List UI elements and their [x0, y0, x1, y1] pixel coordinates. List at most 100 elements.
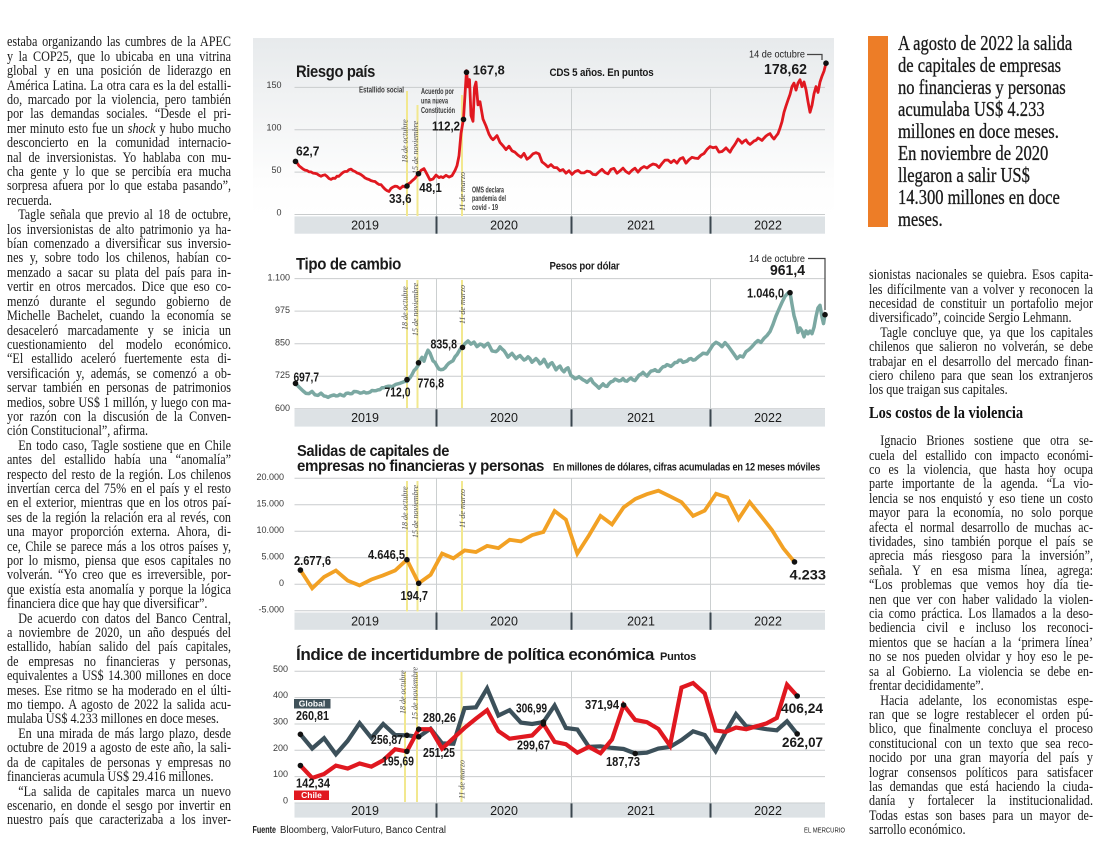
svg-text:Índice de incertidumbre de pol: Índice de incertidumbre de política econ… — [296, 645, 655, 664]
svg-text:14 de octubre: 14 de octubre — [749, 49, 805, 61]
svg-text:256,87: 256,87 — [371, 732, 403, 747]
svg-text:167,8: 167,8 — [473, 63, 505, 78]
svg-text:2020: 2020 — [490, 218, 518, 232]
svg-text:5.000: 5.000 — [261, 551, 284, 561]
svg-text:194,7: 194,7 — [401, 588, 429, 603]
svg-text:pandemia del: pandemia del — [472, 194, 506, 203]
svg-text:Salidas de capitales de: Salidas de capitales de — [297, 443, 450, 460]
svg-text:280,26: 280,26 — [423, 710, 456, 725]
svg-text:En millones de dólares, cifras: En millones de dólares, cifras acumulada… — [553, 462, 820, 474]
svg-text:306,99: 306,99 — [516, 701, 547, 716]
svg-text:Chile: Chile — [301, 790, 322, 800]
svg-text:15 de noviembre: 15 de noviembre — [411, 485, 420, 538]
svg-text:10.000: 10.000 — [256, 525, 284, 535]
svg-text:18 de octubre: 18 de octubre — [399, 670, 408, 714]
svg-text:776,8: 776,8 — [418, 376, 445, 391]
svg-text:299,67: 299,67 — [517, 738, 550, 753]
svg-text:4.233: 4.233 — [790, 567, 827, 583]
svg-text:Fuente: Fuente — [253, 825, 277, 836]
svg-text:EL MERCURIO: EL MERCURIO — [804, 826, 845, 835]
svg-text:Puntos: Puntos — [660, 651, 696, 663]
svg-text:62,7: 62,7 — [296, 144, 320, 159]
svg-text:Estallido social: Estallido social — [359, 86, 404, 95]
svg-text:2021: 2021 — [627, 804, 655, 818]
svg-text:0: 0 — [283, 796, 288, 806]
svg-text:2020: 2020 — [490, 804, 518, 818]
svg-text:2021: 2021 — [627, 218, 655, 232]
svg-text:406,24: 406,24 — [781, 700, 823, 716]
svg-text:100: 100 — [266, 123, 281, 133]
svg-text:500: 500 — [273, 664, 288, 674]
svg-text:251,25: 251,25 — [423, 745, 455, 760]
svg-text:20.000: 20.000 — [256, 472, 284, 482]
svg-text:2019: 2019 — [351, 614, 379, 628]
svg-text:18 de octubre: 18 de octubre — [401, 119, 410, 163]
svg-text:Bloomberg, ValorFuturo, Banco: Bloomberg, ValorFuturo, Banco Central — [280, 825, 446, 836]
svg-text:142,34: 142,34 — [296, 776, 331, 791]
svg-text:0: 0 — [279, 578, 284, 588]
svg-text:una nueva: una nueva — [421, 97, 448, 106]
svg-text:Constitución: Constitución — [421, 106, 455, 115]
svg-text:Riesgo país: Riesgo país — [296, 62, 375, 81]
svg-text:400: 400 — [273, 690, 288, 700]
svg-text:260,81: 260,81 — [296, 708, 329, 723]
svg-text:2022: 2022 — [754, 411, 782, 425]
svg-text:Acuerdo por: Acuerdo por — [421, 87, 454, 96]
svg-text:2022: 2022 — [754, 218, 782, 232]
svg-text:112,2: 112,2 — [432, 119, 460, 134]
svg-text:2022: 2022 — [754, 614, 782, 628]
svg-text:2.677,6: 2.677,6 — [294, 553, 331, 568]
svg-text:CDS 5 años. En puntos: CDS 5 años. En puntos — [550, 67, 654, 79]
svg-text:262,07: 262,07 — [782, 734, 823, 750]
svg-text:200: 200 — [273, 743, 288, 753]
svg-text:covid - 19: covid - 19 — [472, 203, 498, 212]
svg-text:11 de marzo: 11 de marzo — [458, 172, 467, 211]
svg-text:15 de noviembre: 15 de noviembre — [411, 121, 420, 174]
svg-text:178,62: 178,62 — [764, 62, 807, 78]
svg-text:0: 0 — [276, 207, 281, 217]
svg-text:150: 150 — [266, 80, 281, 90]
svg-text:empresas no financieras y pers: empresas no financieras y personas — [297, 458, 544, 475]
svg-text:11 de marzo: 11 de marzo — [458, 489, 467, 528]
svg-text:2022: 2022 — [754, 804, 782, 818]
svg-text:2019: 2019 — [351, 411, 379, 425]
svg-text:48,1: 48,1 — [419, 180, 442, 195]
svg-text:2020: 2020 — [490, 411, 518, 425]
svg-text:195,69: 195,69 — [382, 754, 414, 769]
svg-text:300: 300 — [273, 717, 288, 727]
svg-text:14 de octubre: 14 de octubre — [749, 253, 805, 265]
svg-text:11 de marzo: 11 de marzo — [458, 760, 467, 799]
svg-text:1.100: 1.100 — [267, 273, 290, 283]
svg-text:187,73: 187,73 — [606, 754, 640, 769]
svg-text:2019: 2019 — [351, 218, 379, 232]
svg-text:11 de marzo: 11 de marzo — [458, 285, 467, 324]
svg-text:18 de octubre: 18 de octubre — [401, 286, 410, 330]
svg-text:33,6: 33,6 — [389, 191, 412, 206]
svg-text:Pesos por dólar: Pesos por dólar — [550, 261, 621, 273]
svg-text:50: 50 — [271, 165, 281, 175]
svg-text:Global: Global — [299, 699, 325, 709]
svg-text:4.646,5: 4.646,5 — [368, 547, 405, 562]
svg-text:725: 725 — [275, 370, 290, 380]
svg-text:712,0: 712,0 — [385, 385, 411, 400]
svg-text:100: 100 — [273, 769, 288, 779]
svg-text:371,94: 371,94 — [585, 697, 620, 712]
svg-text:975: 975 — [275, 305, 290, 315]
svg-text:835,8: 835,8 — [431, 337, 458, 352]
svg-text:2021: 2021 — [627, 411, 655, 425]
svg-text:2021: 2021 — [627, 614, 655, 628]
svg-text:18 de octubre: 18 de octubre — [401, 486, 410, 530]
svg-text:15 de noviembre: 15 de noviembre — [411, 283, 420, 336]
svg-text:850: 850 — [275, 338, 290, 348]
svg-text:2020: 2020 — [490, 614, 518, 628]
svg-text:961,4: 961,4 — [770, 263, 805, 279]
svg-text:15 de noviembre: 15 de noviembre — [411, 667, 420, 720]
svg-text:697,7: 697,7 — [294, 370, 320, 385]
svg-text:2019: 2019 — [351, 804, 379, 818]
svg-text:Tipo de cambio: Tipo de cambio — [296, 255, 401, 274]
svg-text:600: 600 — [275, 403, 290, 413]
svg-text:OMS declara: OMS declara — [472, 186, 504, 195]
svg-text:-5.000: -5.000 — [258, 604, 284, 614]
svg-text:15.000: 15.000 — [256, 498, 284, 508]
svg-text:1.046,0: 1.046,0 — [747, 286, 784, 301]
